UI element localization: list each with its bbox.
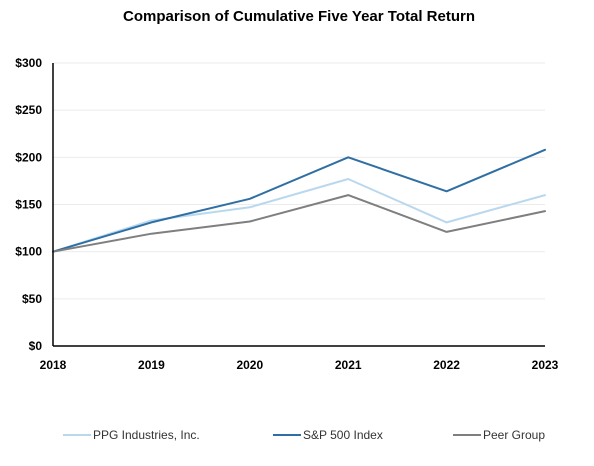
series-line-ppg-industries-inc — [52, 178, 546, 253]
legend-item-s-p-500-index: S&P 500 Index — [273, 428, 383, 442]
x-tick-label: 2021 — [335, 358, 362, 372]
y-tick-label: $100 — [15, 245, 42, 259]
x-tick-label: 2022 — [433, 358, 460, 372]
y-tick-label: $300 — [15, 56, 42, 70]
y-tick-labels: $0 $50 $100 $150 $200 $250 $300 — [15, 56, 42, 353]
y-tick-label: $150 — [15, 198, 42, 212]
y-tick-label: $50 — [22, 292, 42, 306]
legend-item-peer-group: Peer Group — [453, 428, 545, 442]
legend-label: Peer Group — [483, 428, 545, 442]
legend-label: PPG Industries, Inc. — [93, 428, 200, 442]
gridlines — [53, 62, 545, 300]
y-tick-label: $200 — [15, 150, 42, 164]
y-tick-label: $250 — [15, 103, 42, 117]
x-tick-label: 2018 — [40, 358, 67, 372]
x-tick-label: 2023 — [532, 358, 559, 372]
legend-label: S&P 500 Index — [303, 428, 383, 442]
legend: PPG Industries, Inc. S&P 500 Index Peer Gr… — [63, 428, 545, 442]
y-tick-label: $0 — [29, 339, 43, 353]
x-tick-labels: 2018 2019 2020 2021 2022 2023 — [40, 358, 559, 372]
legend-item-ppg-industries-inc: PPG Industries, Inc. — [63, 428, 200, 442]
x-tick-label: 2020 — [236, 358, 263, 372]
series-lines — [52, 148, 546, 253]
series-line-s-p-500-index — [52, 148, 546, 253]
chart-title: Comparison of Cumulative Five Year Total… — [123, 8, 475, 25]
axes — [52, 63, 545, 347]
series-line-peer-group — [52, 194, 546, 253]
x-tick-label: 2019 — [138, 358, 165, 372]
